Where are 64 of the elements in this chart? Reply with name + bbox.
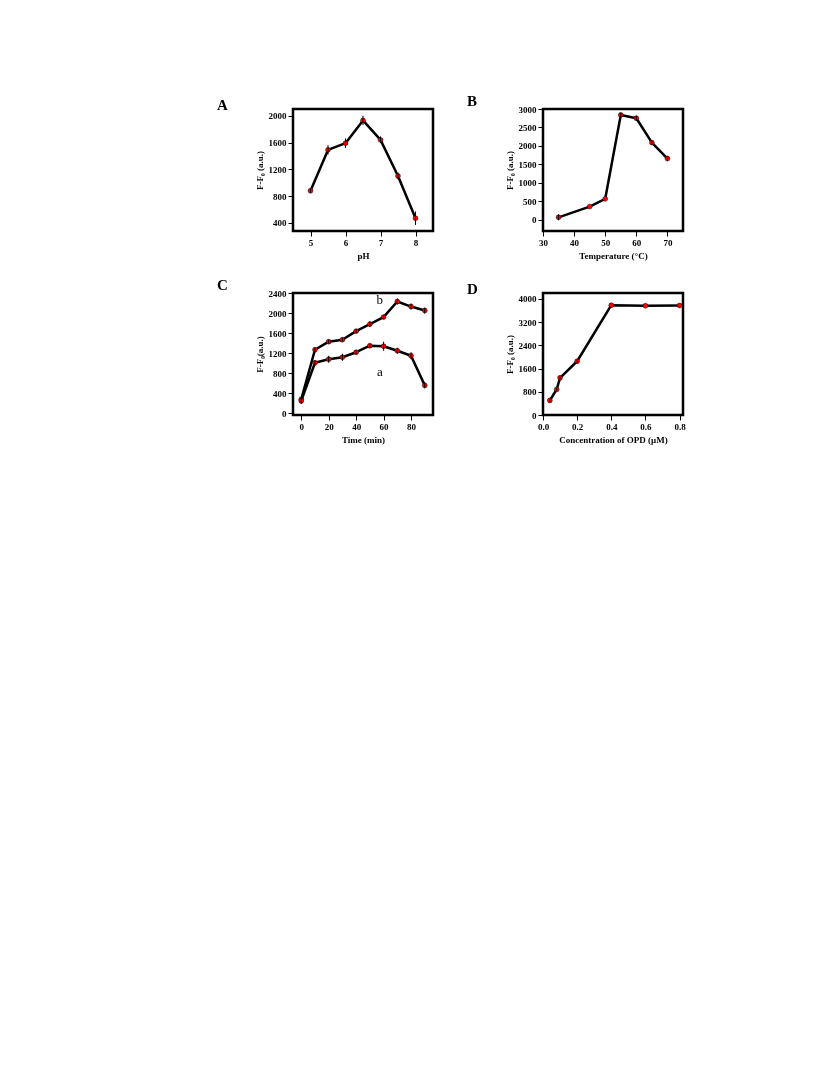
y-axis-title: F-F₀ (a.u.) xyxy=(254,151,265,190)
x-tick-label: 50 xyxy=(601,237,611,248)
y-tick-label: 4000 xyxy=(518,294,537,305)
y-tick-label: 1500 xyxy=(518,159,537,170)
y-axis-title: F-F₀ (a.u.) xyxy=(504,335,515,374)
x-tick-label: 30 xyxy=(539,237,549,248)
chart-title: A xyxy=(217,97,228,113)
point xyxy=(602,196,608,202)
x-tick-label: 60 xyxy=(379,421,390,432)
x-tick-label: 0.2 xyxy=(572,421,584,432)
x-tick-label: 8 xyxy=(413,237,419,248)
x-tick-label: 7 xyxy=(378,237,384,248)
x-tick-label: 0.6 xyxy=(640,421,653,432)
x-tick-label: 40 xyxy=(352,421,362,432)
point xyxy=(586,203,593,210)
y-tick-label: 800 xyxy=(273,368,287,379)
y-tick-label: 1600 xyxy=(268,138,287,149)
x-tick-label: 70 xyxy=(663,237,673,248)
y-tick-label: 2500 xyxy=(518,122,537,133)
point xyxy=(412,215,419,221)
x-tick-label: 0.4 xyxy=(606,421,618,432)
y-tick-label: 1000 xyxy=(518,178,537,189)
x-axis-title: Time (min) xyxy=(341,434,386,445)
y-tick-label: 1200 xyxy=(268,164,287,175)
x-axis-title: pH xyxy=(357,250,370,261)
series-label: a xyxy=(376,363,383,379)
y-axis-title: F-F₀ (a.u.) xyxy=(504,151,515,190)
y-tick-label: 1600 xyxy=(268,328,287,339)
x-tick-label: 6 xyxy=(343,237,349,248)
x-tick-label: 80 xyxy=(407,421,417,432)
point xyxy=(676,302,683,309)
y-tick-label: 400 xyxy=(273,388,287,399)
x-tick-label: 20 xyxy=(324,421,335,432)
x-tick-label: 5 xyxy=(308,237,314,248)
x-tick-label: 60 xyxy=(632,237,642,248)
point xyxy=(608,302,614,308)
chart-title: B xyxy=(467,93,478,109)
y-tick-label: 1600 xyxy=(518,364,537,375)
y-tick-label: 3000 xyxy=(518,104,537,115)
y-tick-label: 800 xyxy=(523,387,537,398)
point xyxy=(642,303,649,309)
y-tick-label: 1200 xyxy=(268,348,287,359)
x-axis-title: Temperature (°C) xyxy=(579,250,648,261)
y-tick-label: 0 xyxy=(532,410,537,421)
x-tick-label: 0.8 xyxy=(674,421,687,432)
y-tick-label: 2000 xyxy=(268,111,287,122)
x-tick-label: 0 xyxy=(299,421,305,432)
y-axis-title: F-F₀(a.u.) xyxy=(254,336,265,373)
y-tick-label: 0 xyxy=(282,408,287,419)
y-tick-label: 2400 xyxy=(518,340,537,351)
y-tick-label: 2000 xyxy=(268,308,287,319)
y-tick-label: 2000 xyxy=(518,141,537,152)
y-tick-label: 400 xyxy=(273,218,287,229)
y-tick-label: 500 xyxy=(523,196,537,207)
y-tick-label: 800 xyxy=(273,191,287,202)
chart-title: D xyxy=(467,281,478,297)
x-axis-title: Concentration of OPD (μM) xyxy=(559,434,668,445)
series-label: b xyxy=(376,292,384,308)
y-tick-label: 0 xyxy=(532,215,537,226)
y-tick-label: 3200 xyxy=(518,317,537,328)
x-tick-label: 40 xyxy=(570,237,580,248)
y-tick-label: 2400 xyxy=(268,288,287,299)
x-tick-label: 0.0 xyxy=(537,421,550,432)
chart-title: C xyxy=(217,277,228,293)
